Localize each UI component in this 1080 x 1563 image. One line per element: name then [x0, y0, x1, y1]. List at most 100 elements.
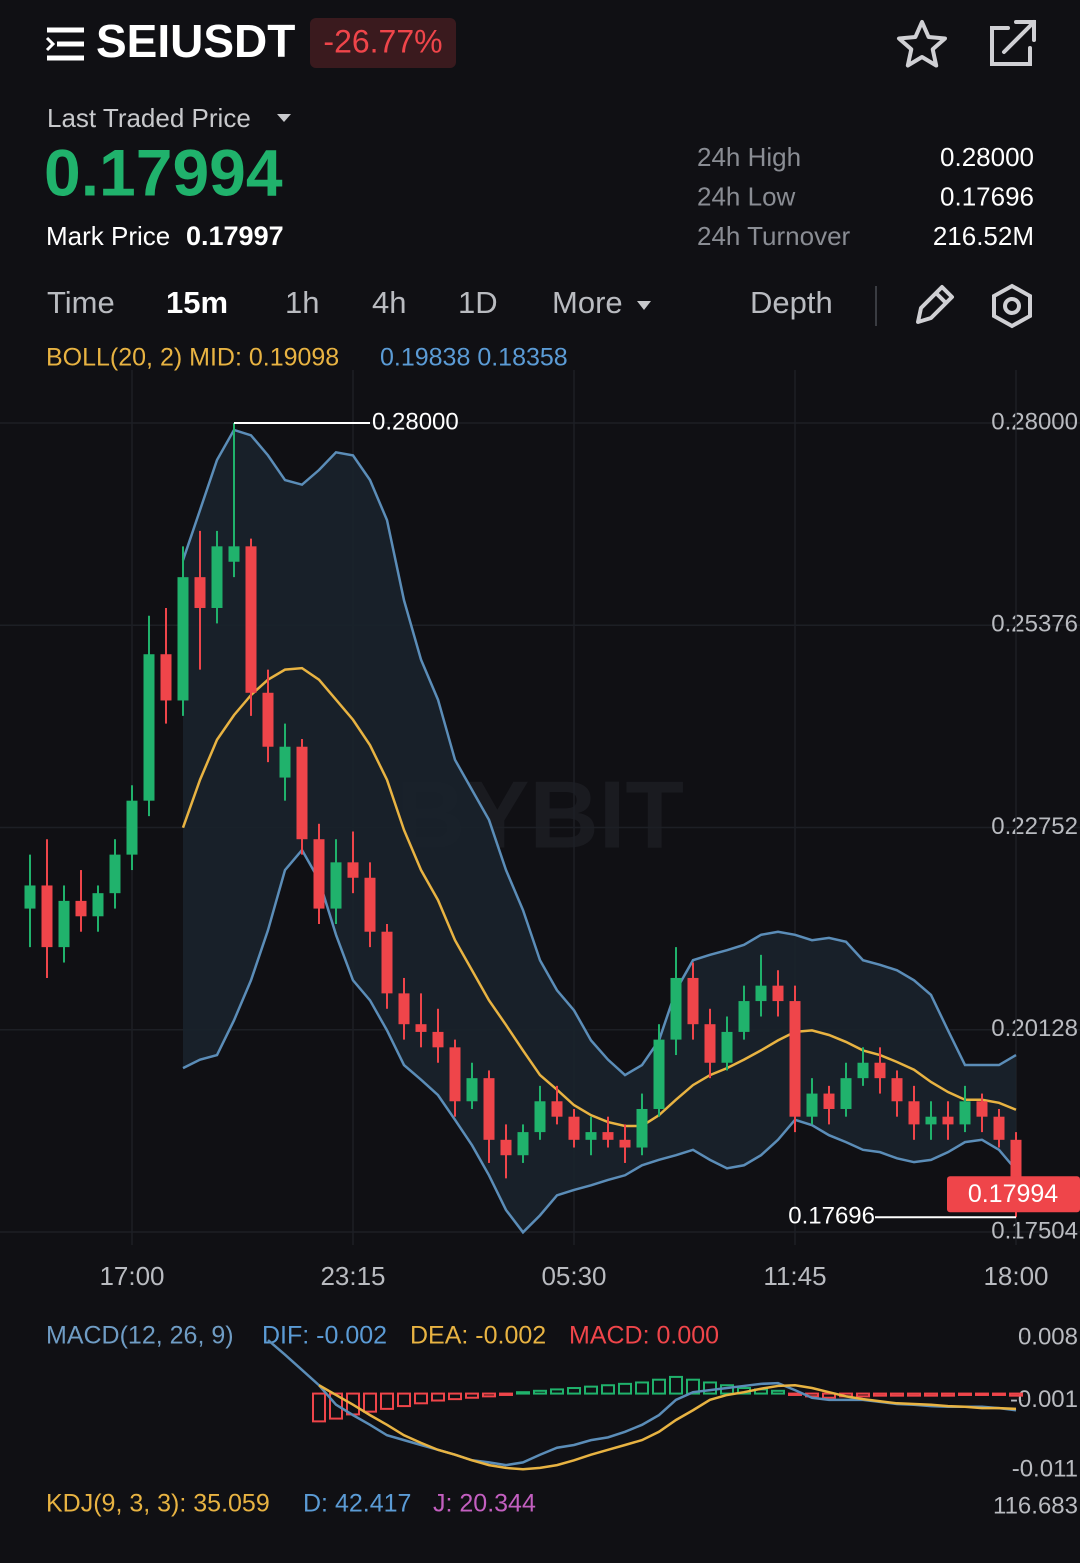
share-icon[interactable] — [990, 20, 1036, 66]
x-tick-label: 23:15 — [320, 1261, 385, 1291]
candle-body — [228, 546, 240, 562]
candle-body — [330, 862, 342, 909]
candle-body — [942, 1116, 954, 1125]
macd-bar — [465, 1392, 479, 1399]
change: -26.77% — [323, 23, 442, 59]
macd-dif: DIF: -0.002 — [262, 1322, 387, 1350]
stat-label: 24h Turnover — [697, 221, 851, 251]
candle-body — [432, 1031, 444, 1048]
candle-body — [347, 862, 359, 878]
boll-bands: 0.19838 0.18358 — [380, 344, 568, 372]
stats: 24h High 0.28000 24h Low 0.17696 24h Turnove… — [697, 142, 1034, 251]
macd-bar — [414, 1392, 428, 1405]
macd-bar — [1009, 1392, 1023, 1397]
settings-icon[interactable] — [992, 283, 1032, 329]
candle-body — [959, 1101, 971, 1125]
candle-body — [194, 577, 206, 608]
price-chart: 0.28000 0.25376 0.22752 0.20128 0.17504 17:00… — [0, 370, 1080, 1291]
candle-body — [381, 931, 393, 994]
price-label[interactable]: Last Traded Price — [47, 103, 251, 133]
macd-bar — [397, 1392, 411, 1408]
tab[interactable]: More — [552, 285, 623, 320]
candle-body — [126, 800, 138, 855]
candle-body — [823, 1093, 835, 1109]
boll-header: BOLL(20, 2) MID: 0.19098 — [46, 344, 339, 372]
dea-line — [318, 1383, 1017, 1471]
candle-body — [466, 1078, 478, 1102]
x-tick-label: 11:45 — [763, 1261, 826, 1291]
stat-label: 24h Low — [697, 181, 796, 211]
candle-body — [279, 746, 291, 778]
macd-bar — [958, 1392, 972, 1396]
candle-body — [313, 839, 325, 909]
low-label: 0.17696 — [788, 1203, 875, 1230]
macd-bar — [822, 1392, 836, 1399]
candle-body — [534, 1101, 546, 1133]
stat-label: 24h High — [697, 142, 801, 172]
tab[interactable]: 1D — [458, 285, 498, 320]
x-tick-label: 18:00 — [983, 1261, 1048, 1291]
candle-body — [364, 877, 376, 932]
macd-bar — [601, 1384, 615, 1395]
tab[interactable]: Depth — [750, 285, 833, 320]
band-upper — [181, 428, 1017, 1077]
candle-body — [41, 885, 53, 948]
macd-header: MACD(12, 26, 9) — [46, 1322, 234, 1350]
candle-body — [262, 692, 274, 747]
macd-bar — [703, 1381, 717, 1395]
macd-bar — [448, 1392, 462, 1401]
macd-bar — [499, 1392, 513, 1396]
candle-body — [143, 654, 155, 801]
candle-body — [840, 1078, 852, 1109]
x-tick-label: 05:30 — [541, 1261, 606, 1291]
tab[interactable]: Time — [47, 285, 115, 320]
candle-body — [806, 1093, 818, 1117]
candle-body — [483, 1078, 495, 1140]
y-tick-label: -0.001 — [1010, 1386, 1078, 1413]
candle-body — [177, 577, 189, 701]
candle-body — [296, 746, 308, 840]
candle-body — [925, 1116, 937, 1125]
change-badge — [310, 18, 456, 68]
macd-bar — [380, 1392, 394, 1410]
macd-bar — [873, 1392, 887, 1397]
macd-bar — [975, 1392, 989, 1396]
candle-body — [449, 1047, 461, 1102]
candle-body — [789, 1001, 801, 1117]
y-tick-label: 0.28000 — [991, 408, 1078, 435]
stat-value: 0.17696 — [940, 181, 1034, 211]
last-price-tag — [947, 1176, 1080, 1213]
kdj-j: J: 20.344 — [433, 1490, 536, 1518]
dropdown-icon[interactable] — [277, 114, 291, 122]
tab[interactable]: 4h — [372, 285, 406, 320]
macd-bar — [516, 1391, 530, 1395]
macd-bar — [363, 1392, 377, 1413]
candle-body — [891, 1078, 903, 1102]
tab[interactable]: 1h — [285, 285, 319, 320]
macd-dea: DEA: -0.002 — [410, 1322, 546, 1350]
symbol[interactable]: SEIUSDT — [96, 15, 295, 67]
tab[interactable]: 15m — [166, 285, 228, 320]
candle-body — [738, 1001, 750, 1032]
macd-bar — [924, 1392, 938, 1397]
candle-body — [211, 546, 223, 608]
mark-price-label: Mark Price — [46, 221, 170, 251]
favorite-icon[interactable] — [897, 20, 947, 68]
y-tick-label: 0.17504 — [991, 1217, 1078, 1244]
more-arrow[interactable] — [637, 301, 651, 310]
menu-icon[interactable] — [45, 27, 84, 61]
macd-bar — [567, 1387, 581, 1395]
candle-body — [653, 1039, 665, 1109]
x-tick-label: 17:00 — [99, 1261, 164, 1291]
candle-body — [755, 985, 767, 1002]
high-label: 0.28000 — [372, 408, 459, 435]
macd-bar — [992, 1392, 1006, 1396]
draw-icon[interactable] — [916, 285, 954, 324]
macd-bar — [550, 1388, 564, 1395]
candle-body — [619, 1139, 631, 1148]
candle-body — [908, 1101, 920, 1125]
candle-body — [24, 885, 36, 909]
